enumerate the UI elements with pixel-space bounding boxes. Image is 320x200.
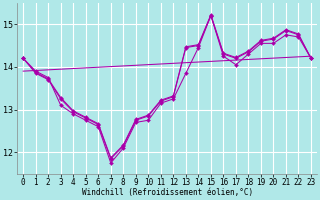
X-axis label: Windchill (Refroidissement éolien,°C): Windchill (Refroidissement éolien,°C) [82, 188, 253, 197]
